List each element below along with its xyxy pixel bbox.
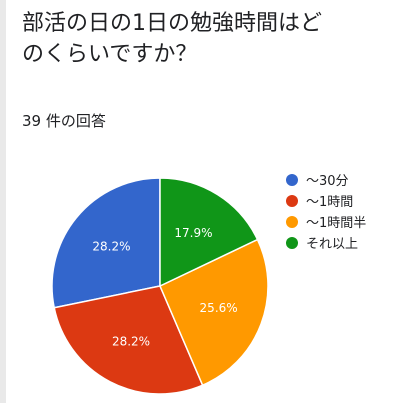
- legend-item-0: 〜30分: [286, 169, 366, 190]
- legend-item-2: 〜1時間半: [286, 211, 366, 232]
- slice-label-3: 17.9%: [174, 226, 212, 240]
- pie-slice-0: [51, 177, 161, 309]
- legend-swatch-0: [286, 173, 298, 186]
- chart-legend: 〜30分〜1時間〜1時間半それ以上: [286, 169, 366, 253]
- legend-item-3: それ以上: [286, 232, 366, 253]
- legend-label-2: 〜1時間半: [306, 216, 367, 231]
- legend-label-1: 〜1時間: [306, 195, 354, 210]
- legend-swatch-2: [286, 215, 298, 228]
- slice-label-1: 28.2%: [112, 335, 150, 349]
- pie-slice-2: [159, 238, 269, 387]
- legend-swatch-1: [286, 194, 298, 207]
- pie-slice-3: [159, 177, 259, 288]
- response-count: 39 件の回答: [22, 112, 106, 130]
- left-edge-strip: [0, 0, 6, 403]
- legend-item-1: 〜1時間: [286, 190, 366, 211]
- slice-label-0: 28.2%: [92, 239, 130, 253]
- legend-label-3: それ以上: [306, 237, 359, 252]
- legend-swatch-3: [286, 236, 298, 249]
- question-title: 部活の日の1日の勉強時間はどのくらいですか？: [22, 11, 322, 67]
- slice-label-2: 25.6%: [200, 301, 238, 315]
- legend-label-0: 〜30分: [306, 174, 349, 189]
- pie-slice-1: [53, 285, 204, 395]
